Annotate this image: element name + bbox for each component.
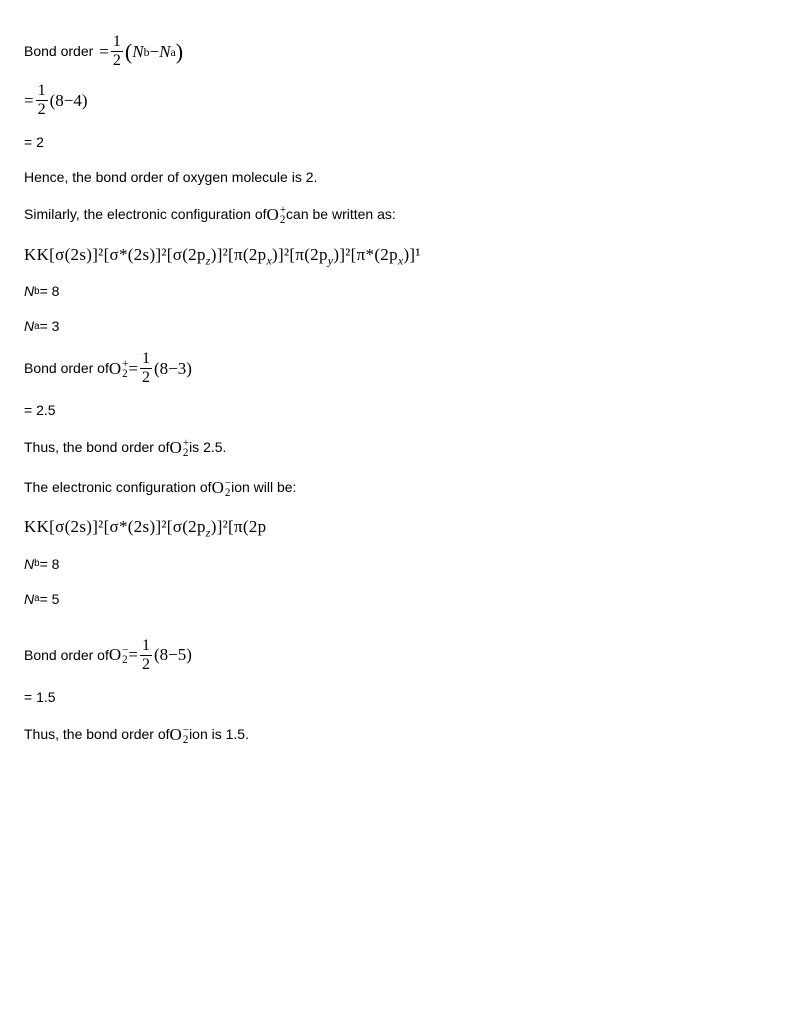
symbol: O <box>109 645 121 664</box>
line-result-2: = 2.5 <box>24 400 774 421</box>
text: = 2 <box>24 132 44 153</box>
value: = 3 <box>40 316 60 337</box>
species-o2minus: O−2 <box>212 475 232 501</box>
fraction: 1 2 <box>111 34 123 69</box>
cfg-part: )]²[π(2p <box>272 245 328 264</box>
species-o2plus: O+2 <box>170 435 190 461</box>
text: Similarly, the electronic configuration … <box>24 204 267 225</box>
text: = 2.5 <box>24 400 56 421</box>
equals: = <box>24 88 34 114</box>
line-conclusion-3: Thus, the bond order of O−2 ion is 1.5. <box>24 722 774 748</box>
text: ion is 1.5. <box>189 724 249 745</box>
fraction: 1 2 <box>140 351 152 386</box>
cfg-part: KK[σ(2s)]²[σ*(2s)]²[σ(2p <box>24 245 206 264</box>
denominator: 2 <box>36 100 48 118</box>
var: N <box>24 554 34 575</box>
species-o2plus: O+2 <box>109 356 129 382</box>
electron-config: KK[σ(2s)]²[σ*(2s)]²[σ(2pz)]²[π(2px)]²[π(… <box>24 242 421 268</box>
numerator: 1 <box>111 34 123 51</box>
text: Hence, the bond order of oxygen molecule… <box>24 167 317 188</box>
text: Bond order <box>24 41 93 62</box>
line-conclusion-1: Hence, the bond order of oxygen molecule… <box>24 167 774 188</box>
numerator: 1 <box>36 83 48 100</box>
var-nb: N <box>132 39 143 65</box>
numerator: 1 <box>140 638 152 655</box>
value: = 8 <box>40 554 60 575</box>
expr: (8−3) <box>154 356 192 382</box>
denominator: 2 <box>140 368 152 386</box>
expr: (8−5) <box>154 642 192 668</box>
fraction: 1 2 <box>36 83 48 118</box>
line-bondorder-o2plus: Bond order of O+2 = 1 2 (8−3) <box>24 351 774 386</box>
numerator: 1 <box>140 351 152 368</box>
symbol: O <box>212 478 224 497</box>
line-bondorder-formula: Bond order = 1 2 ( Nb − Na ) <box>24 34 774 69</box>
var: N <box>24 589 34 610</box>
symbol: O <box>170 438 182 457</box>
cfg-part: )]¹ <box>403 245 420 264</box>
equation: = 1 2 (8−4) <box>24 83 88 118</box>
cfg-part: )]²[π*(2p <box>333 245 398 264</box>
line-result-3: = 1.5 <box>24 687 774 708</box>
symbol: O <box>109 359 121 378</box>
line-intro-o2plus: Similarly, the electronic configuration … <box>24 202 774 228</box>
equation: O−2 = 1 2 (8−5) <box>109 638 192 673</box>
denominator: 2 <box>111 51 123 69</box>
species-o2minus: O−2 <box>170 722 190 748</box>
expr: (8−4) <box>50 88 88 114</box>
fraction: 1 2 <box>140 638 152 673</box>
equation: = 1 2 ( Nb − Na ) <box>99 34 183 69</box>
cfg-part: KK[σ(2s)]²[σ*(2s)]²[σ(2p <box>24 517 206 536</box>
text: is 2.5. <box>189 437 226 458</box>
equation: O+2 = 1 2 (8−3) <box>109 351 192 386</box>
text: ion will be: <box>231 477 296 498</box>
line-result-1: = 2 <box>24 132 774 153</box>
line-bondorder-o2minus: Bond order of O−2 = 1 2 (8−5) <box>24 638 774 673</box>
symbol: O <box>267 205 279 224</box>
text: can be written as: <box>286 204 396 225</box>
species-o2plus: O+2 <box>267 202 287 228</box>
denominator: 2 <box>140 655 152 673</box>
var: N <box>24 316 34 337</box>
cfg-part: )]²[π(2p <box>211 245 267 264</box>
equals: = <box>128 642 138 668</box>
text: Bond order of <box>24 358 109 379</box>
text: Thus, the bond order of <box>24 724 170 745</box>
text: = 1.5 <box>24 687 56 708</box>
line-na-1: Na = 3 <box>24 316 774 337</box>
var: N <box>24 281 34 302</box>
var-na: N <box>159 39 170 65</box>
line-nb-1: Nb = 8 <box>24 281 774 302</box>
value: = 5 <box>40 589 60 610</box>
species-o2minus: O−2 <box>109 642 129 668</box>
line-intro-o2minus: The electronic configuration of O−2 ion … <box>24 475 774 501</box>
value: = 8 <box>40 281 60 302</box>
equals: = <box>128 356 138 382</box>
text: Bond order of <box>24 645 109 666</box>
line-conclusion-2: Thus, the bond order of O+2 is 2.5. <box>24 435 774 461</box>
line-config-o2plus: KK[σ(2s)]²[σ*(2s)]²[σ(2pz)]²[π(2px)]²[π(… <box>24 242 774 268</box>
text: The electronic configuration of <box>24 477 212 498</box>
equals: = <box>99 39 109 65</box>
symbol: O <box>170 725 182 744</box>
minus: − <box>150 39 160 65</box>
line-nb-2: Nb = 8 <box>24 554 774 575</box>
cfg-part: )]²[π(2p <box>211 517 267 536</box>
line-config-o2minus: KK[σ(2s)]²[σ*(2s)]²[σ(2pz)]²[π(2p <box>24 514 774 540</box>
electron-config: KK[σ(2s)]²[σ*(2s)]²[σ(2pz)]²[π(2p <box>24 514 266 540</box>
line-na-2: Na = 5 <box>24 589 774 610</box>
line-calc-1: = 1 2 (8−4) <box>24 83 774 118</box>
text: Thus, the bond order of <box>24 437 170 458</box>
